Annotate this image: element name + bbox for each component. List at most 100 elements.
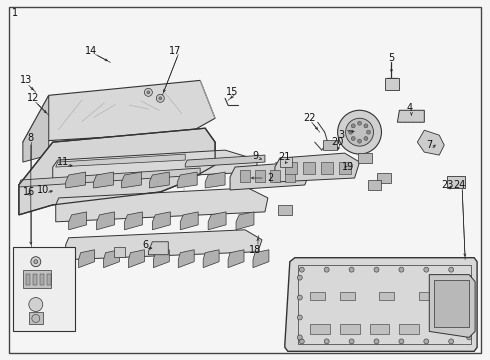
Bar [379, 292, 394, 300]
Text: 14: 14 [84, 45, 97, 55]
Polygon shape [69, 212, 87, 230]
Bar [386, 78, 399, 90]
Polygon shape [429, 275, 475, 337]
Polygon shape [205, 172, 225, 188]
Text: 9: 9 [252, 151, 258, 161]
Polygon shape [56, 154, 185, 167]
Circle shape [399, 267, 404, 272]
Circle shape [31, 257, 41, 267]
Circle shape [297, 275, 302, 280]
Bar [270, 170, 280, 182]
Text: 8: 8 [28, 133, 34, 143]
Text: 12: 12 [26, 93, 39, 103]
Circle shape [424, 267, 429, 272]
Text: 15: 15 [226, 87, 238, 97]
Polygon shape [66, 230, 262, 260]
Circle shape [466, 315, 471, 320]
Circle shape [324, 267, 329, 272]
Bar [339, 162, 350, 174]
Circle shape [351, 124, 355, 128]
Circle shape [297, 295, 302, 300]
Bar [23, 270, 51, 288]
Circle shape [367, 130, 370, 134]
Polygon shape [180, 212, 198, 230]
Circle shape [297, 335, 302, 340]
Circle shape [358, 121, 362, 125]
Text: 21: 21 [279, 152, 291, 162]
Bar [369, 324, 390, 334]
Circle shape [299, 339, 304, 344]
Circle shape [32, 315, 40, 323]
Text: 17: 17 [169, 45, 181, 55]
Text: 10: 10 [37, 185, 49, 195]
Polygon shape [208, 212, 226, 230]
Polygon shape [253, 250, 269, 268]
Bar [340, 292, 355, 300]
Polygon shape [149, 172, 169, 188]
Polygon shape [203, 250, 219, 268]
Polygon shape [153, 250, 169, 268]
Circle shape [324, 339, 329, 344]
Text: 19: 19 [342, 162, 354, 172]
Circle shape [349, 339, 354, 344]
Circle shape [147, 91, 150, 94]
Polygon shape [228, 250, 244, 268]
Polygon shape [178, 250, 194, 268]
Circle shape [345, 118, 373, 146]
Circle shape [349, 267, 354, 272]
Circle shape [449, 339, 454, 344]
Circle shape [29, 298, 43, 311]
Bar [368, 180, 382, 190]
Polygon shape [78, 250, 95, 268]
Bar [240, 170, 250, 182]
Bar [321, 162, 333, 174]
Text: 22: 22 [303, 113, 316, 123]
Circle shape [374, 339, 379, 344]
Polygon shape [230, 162, 310, 190]
Polygon shape [23, 95, 49, 162]
Text: 7: 7 [426, 140, 432, 150]
Polygon shape [19, 168, 200, 187]
Bar [340, 324, 360, 334]
Bar [47, 274, 51, 285]
Circle shape [466, 295, 471, 300]
Polygon shape [124, 212, 143, 230]
Polygon shape [236, 212, 254, 230]
Circle shape [145, 88, 152, 96]
Bar [285, 162, 297, 174]
Text: 6: 6 [142, 240, 148, 250]
Text: 13: 13 [20, 75, 32, 85]
Text: 16: 16 [23, 187, 35, 197]
Bar [278, 205, 292, 215]
Bar [310, 292, 325, 300]
Circle shape [449, 267, 454, 272]
Bar [33, 274, 37, 285]
Circle shape [374, 267, 379, 272]
Bar [13, 247, 74, 332]
Polygon shape [177, 172, 197, 188]
Circle shape [358, 139, 362, 143]
Circle shape [348, 130, 353, 134]
Circle shape [466, 275, 471, 280]
Bar [358, 153, 371, 163]
Bar [40, 274, 44, 285]
Text: 23: 23 [441, 180, 453, 190]
Text: 2: 2 [267, 173, 273, 183]
Bar [29, 312, 43, 324]
Text: 5: 5 [388, 54, 394, 63]
Circle shape [34, 260, 38, 264]
Bar [447, 176, 465, 188]
Circle shape [466, 335, 471, 340]
Polygon shape [233, 172, 253, 188]
Polygon shape [152, 212, 171, 230]
Bar [285, 170, 295, 182]
Polygon shape [97, 212, 115, 230]
Polygon shape [23, 80, 215, 142]
Polygon shape [94, 172, 114, 188]
Polygon shape [285, 258, 477, 351]
Circle shape [159, 97, 162, 100]
Bar [323, 140, 337, 150]
Text: 1: 1 [12, 8, 18, 18]
Polygon shape [128, 250, 145, 268]
Polygon shape [66, 172, 86, 188]
